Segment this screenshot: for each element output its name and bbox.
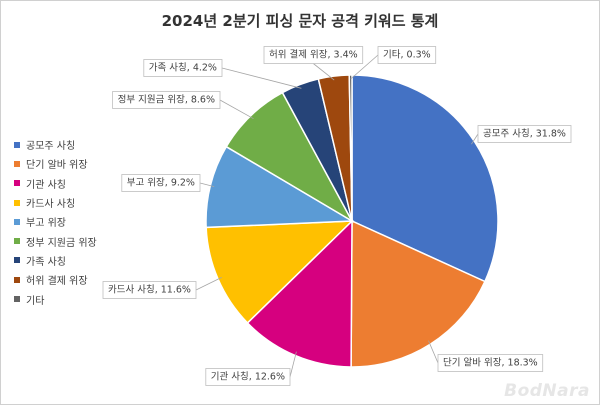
legend-swatch: [14, 180, 20, 187]
leader-line: [313, 63, 335, 81]
legend-label: 허위 결제 위장: [26, 276, 88, 288]
leader-line: [428, 340, 439, 364]
legend-label: 정부 지원금 위장: [26, 237, 97, 249]
legend-swatch: [14, 160, 20, 167]
legend-item: 정부 지원금 위장: [14, 231, 97, 250]
legend-swatch: [14, 238, 20, 245]
legend-item: 공모주 사칭: [14, 135, 97, 154]
data-label: 기타, 0.3%: [383, 50, 431, 61]
legend-item: 기관 사칭: [14, 174, 97, 193]
legend-label: 가족 사칭: [26, 256, 66, 268]
leader-line: [219, 99, 254, 120]
legend-swatch: [14, 141, 20, 148]
legend-swatch: [14, 218, 20, 225]
data-label-box: [377, 46, 437, 64]
leader-line: [289, 351, 297, 378]
data-label-box: [102, 281, 197, 299]
legend-label: 기관 사칭: [26, 179, 66, 191]
data-label: 부고 위장, 9.2%: [127, 177, 195, 189]
data-label: 가족 사칭, 4.2%: [149, 63, 217, 74]
legend-label: 부고 위장: [26, 218, 66, 230]
data-label: 허위 결제 위장, 3.4%: [269, 49, 358, 61]
data-label-box: [143, 59, 223, 77]
data-label-box: [477, 125, 572, 143]
data-label-box: [112, 91, 221, 109]
leader-line: [199, 182, 215, 187]
data-label: 정부 지원금 위장, 8.6%: [118, 94, 215, 106]
leader-line: [350, 54, 379, 80]
legend-item: 단기 알바 위장: [14, 154, 97, 173]
legend-swatch: [14, 257, 20, 264]
data-label: 단기 알바 위장, 18.3%: [443, 357, 538, 369]
pie-slice: [246, 219, 353, 368]
legend-item: 허위 결제 위장: [14, 270, 97, 289]
data-label: 카드사 사칭, 11.6%: [108, 285, 191, 296]
data-label-box: [205, 368, 291, 386]
legend-swatch: [14, 296, 20, 303]
data-label: 공모주 사칭, 31.8%: [483, 129, 566, 140]
pie-slice: [350, 219, 486, 368]
legend-item: 기타: [14, 289, 97, 308]
legend-item: 카드사 사칭: [14, 193, 97, 212]
legend-label: 공모주 사칭: [26, 141, 76, 153]
pie-slice: [348, 74, 353, 222]
data-label: 기관 사칭, 12.6%: [211, 372, 285, 383]
leader-line: [471, 133, 479, 145]
legend-label: 카드사 사칭: [26, 199, 76, 211]
leader-line: [221, 67, 302, 89]
legend-label: 단기 알바 위장: [26, 160, 88, 172]
data-label-box: [437, 354, 544, 372]
leader-line: [195, 277, 222, 291]
legend-item: 가족 사칭: [14, 251, 97, 270]
pie-slice: [351, 74, 499, 283]
watermark-logo: BodNara: [504, 381, 590, 401]
data-label-box: [263, 46, 364, 64]
legend-swatch: [14, 199, 20, 206]
legend-label: 기타: [26, 295, 45, 307]
legend-item: 부고 위장: [14, 212, 97, 231]
legend-swatch: [14, 276, 20, 283]
chart-title: 2024년 2분기 피싱 문자 공격 키워드 통계: [161, 12, 439, 30]
data-label-box: [121, 174, 201, 192]
